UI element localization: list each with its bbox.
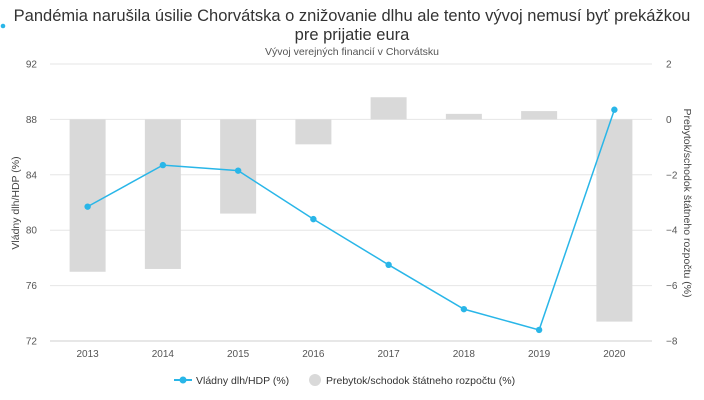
bar bbox=[144, 119, 181, 269]
legend-marker-swatch bbox=[179, 376, 187, 384]
y-right-tick-label: −8 bbox=[666, 337, 678, 348]
y-left-tick-label: 72 bbox=[26, 337, 38, 348]
y-left-tick-label: 92 bbox=[26, 60, 38, 71]
line-point bbox=[234, 167, 242, 174]
corner-dot bbox=[0, 23, 6, 29]
line-series-group bbox=[84, 106, 618, 334]
line-point bbox=[385, 261, 392, 269]
legend-label-budget: Prebytok/schodok štátneho rozpočtu (%) bbox=[326, 375, 515, 387]
line-point bbox=[310, 215, 317, 223]
line-point bbox=[460, 305, 468, 313]
y-right-tick-label: −6 bbox=[666, 281, 678, 292]
x-tick-label: 2020 bbox=[603, 349, 626, 360]
ticks-group: 92 2 88 0 84 −2 80 −4 76 −6 72 −8 2013 2014 2015 2016 20… bbox=[26, 60, 678, 361]
bar bbox=[521, 111, 558, 120]
y-right-tick-label: −2 bbox=[666, 170, 678, 181]
line-point bbox=[611, 106, 618, 113]
x-tick-label: 2017 bbox=[378, 349, 401, 360]
y-left-tick-label: 80 bbox=[26, 226, 38, 237]
legend-label-debt: Vládny dlh/HDP (%) bbox=[196, 375, 289, 387]
y-right-tick-label: 2 bbox=[666, 60, 672, 71]
legend-item-budget[interactable]: Prebytok/schodok štátneho rozpočtu (%) bbox=[309, 374, 515, 387]
x-tick-label: 2015 bbox=[227, 349, 250, 360]
legend-item-debt[interactable]: Vládny dlh/HDP (%) bbox=[174, 375, 289, 387]
chart-title-line-1: Pandémia narušila úsilie Chorvátska o zn… bbox=[14, 7, 691, 25]
x-tick-label: 2019 bbox=[528, 349, 551, 360]
y-axis-right-title: Prebytok/schodok štátneho rozpočtu (%) bbox=[681, 108, 693, 297]
bar bbox=[370, 97, 407, 120]
chart-subtitle: Vývoj verejných financií v Chorvátsku bbox=[265, 46, 439, 58]
bars-group bbox=[69, 97, 633, 322]
chart-title-line-2: pre prijatie eura bbox=[295, 26, 410, 44]
line-point bbox=[84, 203, 91, 210]
legend-bar-swatch bbox=[309, 374, 321, 386]
bar bbox=[220, 119, 257, 214]
x-tick-label: 2018 bbox=[453, 349, 476, 360]
gridlines bbox=[50, 63, 652, 342]
y-left-tick-label: 76 bbox=[26, 281, 38, 292]
x-tick-label: 2014 bbox=[152, 349, 175, 360]
y-right-tick-label: 0 bbox=[666, 115, 672, 126]
legend: Vládny dlh/HDP (%) Prebytok/schodok štát… bbox=[174, 374, 515, 387]
y-left-tick-label: 84 bbox=[26, 170, 38, 181]
y-right-tick-label: −4 bbox=[666, 226, 678, 237]
line-point bbox=[159, 161, 167, 169]
x-tick-label: 2013 bbox=[77, 349, 100, 360]
bar bbox=[69, 119, 106, 272]
bar bbox=[445, 113, 482, 120]
y-axis-left-title: Vládny dlh/HDP (%) bbox=[10, 156, 22, 249]
bar bbox=[295, 119, 332, 145]
bar bbox=[596, 119, 633, 322]
x-tick-label: 2016 bbox=[302, 349, 325, 360]
y-left-tick-label: 88 bbox=[26, 115, 38, 126]
debt-line bbox=[87, 109, 616, 331]
line-point bbox=[535, 326, 543, 334]
